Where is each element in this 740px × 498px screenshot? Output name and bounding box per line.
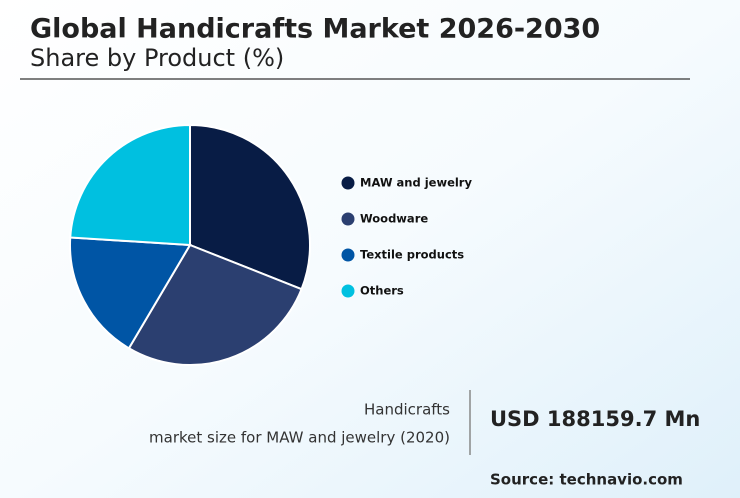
- annotation-value: USD 188159.7 Mn: [490, 407, 700, 431]
- legend-label: Textile products: [360, 248, 464, 262]
- legend-label: Others: [360, 284, 404, 298]
- pie-slice: [69, 123, 191, 247]
- legend-marker: [341, 284, 355, 298]
- source: Source: technavio.com: [490, 471, 683, 489]
- legend-marker: [341, 176, 355, 190]
- annotation-line: market size for MAW and jewelry (2020): [149, 429, 450, 447]
- annotation-line: Handicrafts: [364, 401, 450, 419]
- legend-label: MAW and jewelry: [360, 176, 472, 190]
- chart-title: Global Handicrafts Market 2026-2030: [30, 14, 600, 45]
- pie-slice: [189, 123, 311, 291]
- legend-marker: [341, 212, 355, 226]
- chart-subtitle: Share by Product (%): [30, 44, 284, 72]
- pie-slice: [127, 243, 303, 366]
- pie-slice: [69, 236, 192, 350]
- legend-label: Woodware: [360, 212, 428, 226]
- legend-marker: [341, 248, 355, 262]
